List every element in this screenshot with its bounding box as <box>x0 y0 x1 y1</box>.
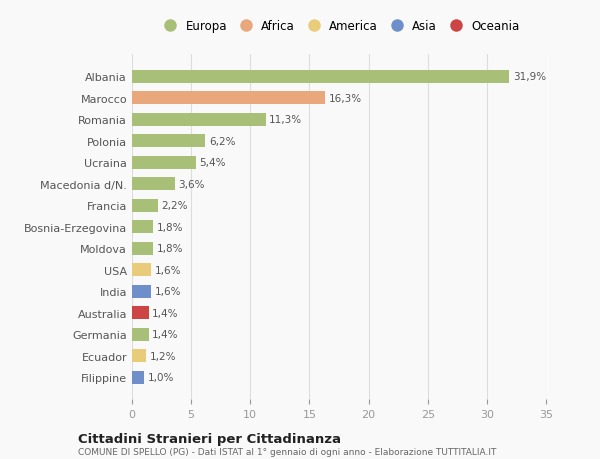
Bar <box>132 221 153 234</box>
Text: 1,0%: 1,0% <box>148 372 174 382</box>
Bar <box>132 371 144 384</box>
Text: 1,2%: 1,2% <box>150 351 176 361</box>
Bar <box>132 157 196 169</box>
Text: Cittadini Stranieri per Cittadinanza: Cittadini Stranieri per Cittadinanza <box>78 432 341 445</box>
Bar <box>132 328 149 341</box>
Bar <box>132 135 205 148</box>
Text: 3,6%: 3,6% <box>178 179 205 189</box>
Text: 1,6%: 1,6% <box>154 265 181 275</box>
Text: 5,4%: 5,4% <box>199 158 226 168</box>
Text: 6,2%: 6,2% <box>209 136 235 146</box>
Text: COMUNE DI SPELLO (PG) - Dati ISTAT al 1° gennaio di ogni anno - Elaborazione TUT: COMUNE DI SPELLO (PG) - Dati ISTAT al 1°… <box>78 448 496 457</box>
Text: 11,3%: 11,3% <box>269 115 302 125</box>
Bar <box>132 178 175 191</box>
Text: 1,4%: 1,4% <box>152 330 179 339</box>
Text: 31,9%: 31,9% <box>513 72 546 82</box>
Bar <box>132 285 151 298</box>
Text: 1,8%: 1,8% <box>157 244 184 254</box>
Bar <box>132 71 509 84</box>
Bar <box>132 92 325 105</box>
Bar <box>132 263 151 276</box>
Bar <box>132 242 153 255</box>
Text: 16,3%: 16,3% <box>328 94 361 104</box>
Bar <box>132 113 266 127</box>
Text: 2,2%: 2,2% <box>161 201 188 211</box>
Bar <box>132 349 146 362</box>
Text: 1,6%: 1,6% <box>154 286 181 297</box>
Legend: Europa, Africa, America, Asia, Oceania: Europa, Africa, America, Asia, Oceania <box>155 16 523 36</box>
Text: 1,4%: 1,4% <box>152 308 179 318</box>
Bar <box>132 307 149 319</box>
Text: 1,8%: 1,8% <box>157 222 184 232</box>
Bar <box>132 199 158 212</box>
